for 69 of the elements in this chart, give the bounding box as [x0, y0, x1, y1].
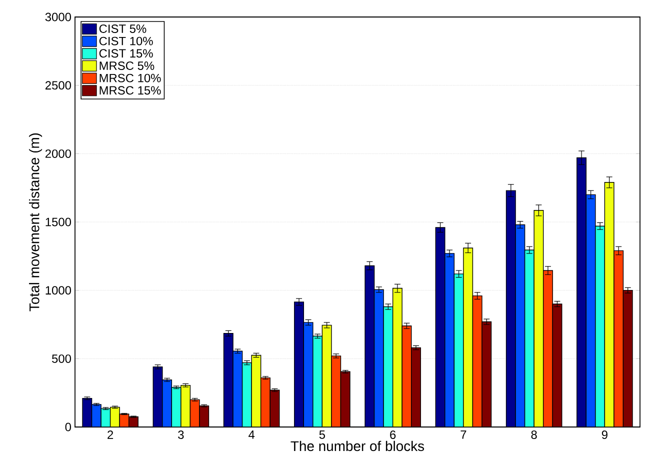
bar — [392, 288, 402, 427]
x-tick-label: 7 — [460, 430, 466, 439]
bar — [374, 289, 384, 427]
legend-label: MRSC 5% — [100, 61, 154, 70]
bar — [260, 377, 270, 427]
bar — [223, 333, 234, 427]
bar — [435, 227, 446, 427]
bar — [110, 406, 120, 427]
bar — [331, 356, 342, 427]
legend-label: CIST 10% — [99, 36, 153, 46]
legend-label: MRSC 10% — [100, 74, 161, 82]
x-tick-label: 6 — [390, 430, 396, 439]
y-tick-label: 3000 — [45, 12, 72, 22]
x-axis-title: The number of blocks — [290, 440, 424, 452]
x-tick-label: 3 — [178, 430, 184, 439]
bar — [516, 224, 525, 427]
bar — [444, 253, 455, 427]
bar — [410, 347, 421, 427]
bar — [312, 336, 323, 427]
bar — [543, 270, 553, 427]
bar — [100, 408, 111, 427]
bar — [454, 274, 464, 427]
legend-label: CIST 15% — [99, 49, 153, 58]
x-tick-label: 8 — [531, 430, 537, 439]
y-axis-title: Total movement distance (m) — [29, 133, 42, 312]
bar — [199, 405, 210, 427]
bar — [162, 380, 172, 427]
bar — [383, 306, 394, 427]
bar — [82, 398, 92, 427]
bar — [232, 350, 243, 427]
bar — [472, 295, 482, 427]
bar — [270, 390, 280, 427]
legend-label: MRSC 15% — [100, 86, 161, 95]
bar — [190, 399, 200, 427]
y-tick-label: 500 — [52, 354, 72, 363]
bar — [524, 250, 534, 427]
bar — [303, 322, 314, 427]
bar — [622, 290, 633, 427]
bar — [294, 302, 304, 427]
bar — [242, 362, 252, 427]
y-tick-label: 2500 — [45, 81, 72, 90]
bar — [91, 404, 102, 427]
bar — [340, 371, 350, 427]
bar — [463, 248, 474, 427]
bar — [152, 366, 163, 427]
bar — [171, 387, 182, 427]
bar — [595, 226, 606, 427]
y-tick-label: 0 — [65, 422, 72, 432]
y-tick-label: 1500 — [46, 218, 72, 226]
y-tick-label: 2000 — [45, 149, 72, 158]
bar — [251, 354, 262, 427]
x-tick-label: 4 — [248, 430, 255, 439]
bar — [322, 324, 332, 427]
bar — [180, 384, 191, 427]
bar — [364, 265, 375, 427]
bar — [402, 326, 412, 427]
bar — [506, 190, 516, 427]
bar — [604, 182, 614, 427]
bar — [614, 250, 624, 427]
bar — [534, 210, 544, 427]
x-tick-label: 5 — [319, 430, 326, 439]
bar — [576, 157, 587, 427]
x-tick-label: 2 — [108, 430, 114, 439]
legend-label: CIST 5% — [99, 24, 146, 33]
bar — [482, 321, 492, 427]
y-tick-label: 1000 — [46, 286, 72, 295]
x-tick-label: 9 — [602, 430, 608, 439]
bar — [586, 194, 596, 427]
bar — [552, 304, 562, 427]
